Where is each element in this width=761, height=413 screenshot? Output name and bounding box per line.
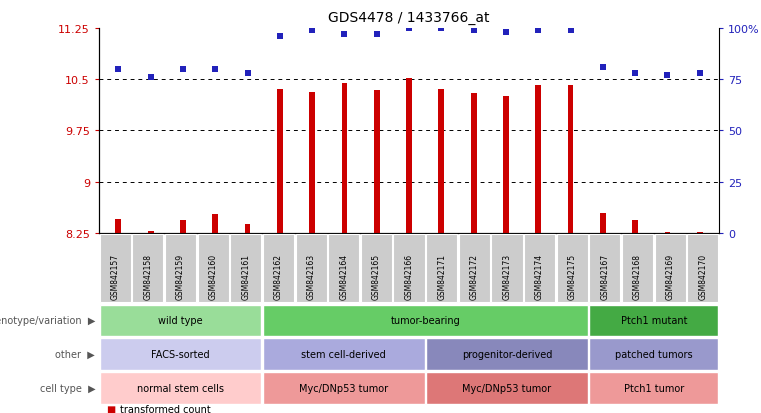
Text: GSM842173: GSM842173: [502, 254, 511, 299]
Text: stem cell-derived: stem cell-derived: [301, 349, 386, 359]
Text: GSM842168: GSM842168: [633, 254, 642, 299]
Text: Ptch1 mutant: Ptch1 mutant: [621, 316, 687, 325]
Point: [112, 66, 124, 73]
Point: [500, 30, 512, 36]
Title: GDS4478 / 1433766_at: GDS4478 / 1433766_at: [328, 11, 490, 25]
Text: cell type  ▶: cell type ▶: [40, 383, 95, 393]
Text: GSM842157: GSM842157: [111, 254, 119, 299]
Text: GSM842166: GSM842166: [405, 254, 413, 299]
Text: GSM842164: GSM842164: [339, 254, 349, 299]
Text: transformed count: transformed count: [120, 404, 211, 413]
Bar: [471, 94, 476, 233]
Text: GSM842174: GSM842174: [535, 254, 544, 299]
Text: ■: ■: [107, 404, 116, 413]
Point: [306, 28, 318, 34]
Point: [629, 71, 642, 77]
Text: genotype/variation  ▶: genotype/variation ▶: [0, 316, 95, 325]
Bar: [309, 92, 315, 233]
Bar: [632, 221, 638, 233]
Bar: [342, 84, 347, 233]
Bar: [568, 85, 574, 233]
Bar: [244, 225, 250, 233]
Text: GSM842170: GSM842170: [699, 254, 707, 299]
Text: GSM842161: GSM842161: [241, 254, 250, 299]
Text: tumor-bearing: tumor-bearing: [390, 316, 460, 325]
Text: GSM842169: GSM842169: [666, 254, 675, 299]
Point: [597, 64, 609, 71]
Point: [661, 73, 673, 79]
Bar: [438, 90, 444, 233]
Bar: [148, 231, 154, 233]
Text: GSM842162: GSM842162: [274, 254, 283, 299]
Text: GSM842160: GSM842160: [209, 254, 218, 299]
Bar: [406, 78, 412, 233]
Point: [371, 32, 383, 38]
Bar: [180, 221, 186, 233]
Point: [403, 26, 415, 32]
Point: [274, 34, 286, 40]
Point: [209, 66, 221, 73]
Text: Ptch1 tumor: Ptch1 tumor: [624, 383, 684, 393]
Text: patched tumors: patched tumors: [615, 349, 693, 359]
Text: Myc/DNp53 tumor: Myc/DNp53 tumor: [463, 383, 552, 393]
Point: [565, 28, 577, 34]
Point: [467, 28, 479, 34]
Point: [532, 28, 544, 34]
Bar: [535, 85, 541, 233]
Bar: [374, 91, 380, 233]
Point: [435, 26, 447, 32]
Text: GSM842159: GSM842159: [176, 254, 185, 299]
Text: wild type: wild type: [158, 316, 203, 325]
Text: GSM842167: GSM842167: [600, 254, 610, 299]
Text: FACS-sorted: FACS-sorted: [151, 349, 210, 359]
Bar: [277, 90, 283, 233]
Text: GSM842158: GSM842158: [143, 254, 152, 299]
Bar: [664, 232, 670, 233]
Text: progenitor-derived: progenitor-derived: [462, 349, 552, 359]
Text: GSM842165: GSM842165: [372, 254, 381, 299]
Text: normal stem cells: normal stem cells: [137, 383, 224, 393]
Text: Myc/DNp53 tumor: Myc/DNp53 tumor: [299, 383, 388, 393]
Text: GSM842163: GSM842163: [307, 254, 316, 299]
Text: GSM842172: GSM842172: [470, 254, 479, 299]
Bar: [116, 220, 121, 233]
Point: [145, 75, 157, 81]
Bar: [600, 214, 606, 233]
Text: GSM842175: GSM842175: [568, 254, 577, 299]
Point: [694, 71, 706, 77]
Text: GSM842171: GSM842171: [437, 254, 446, 299]
Point: [241, 71, 253, 77]
Point: [177, 66, 189, 73]
Point: [339, 32, 351, 38]
Bar: [212, 215, 218, 233]
Text: other  ▶: other ▶: [56, 349, 95, 359]
Bar: [503, 97, 509, 233]
